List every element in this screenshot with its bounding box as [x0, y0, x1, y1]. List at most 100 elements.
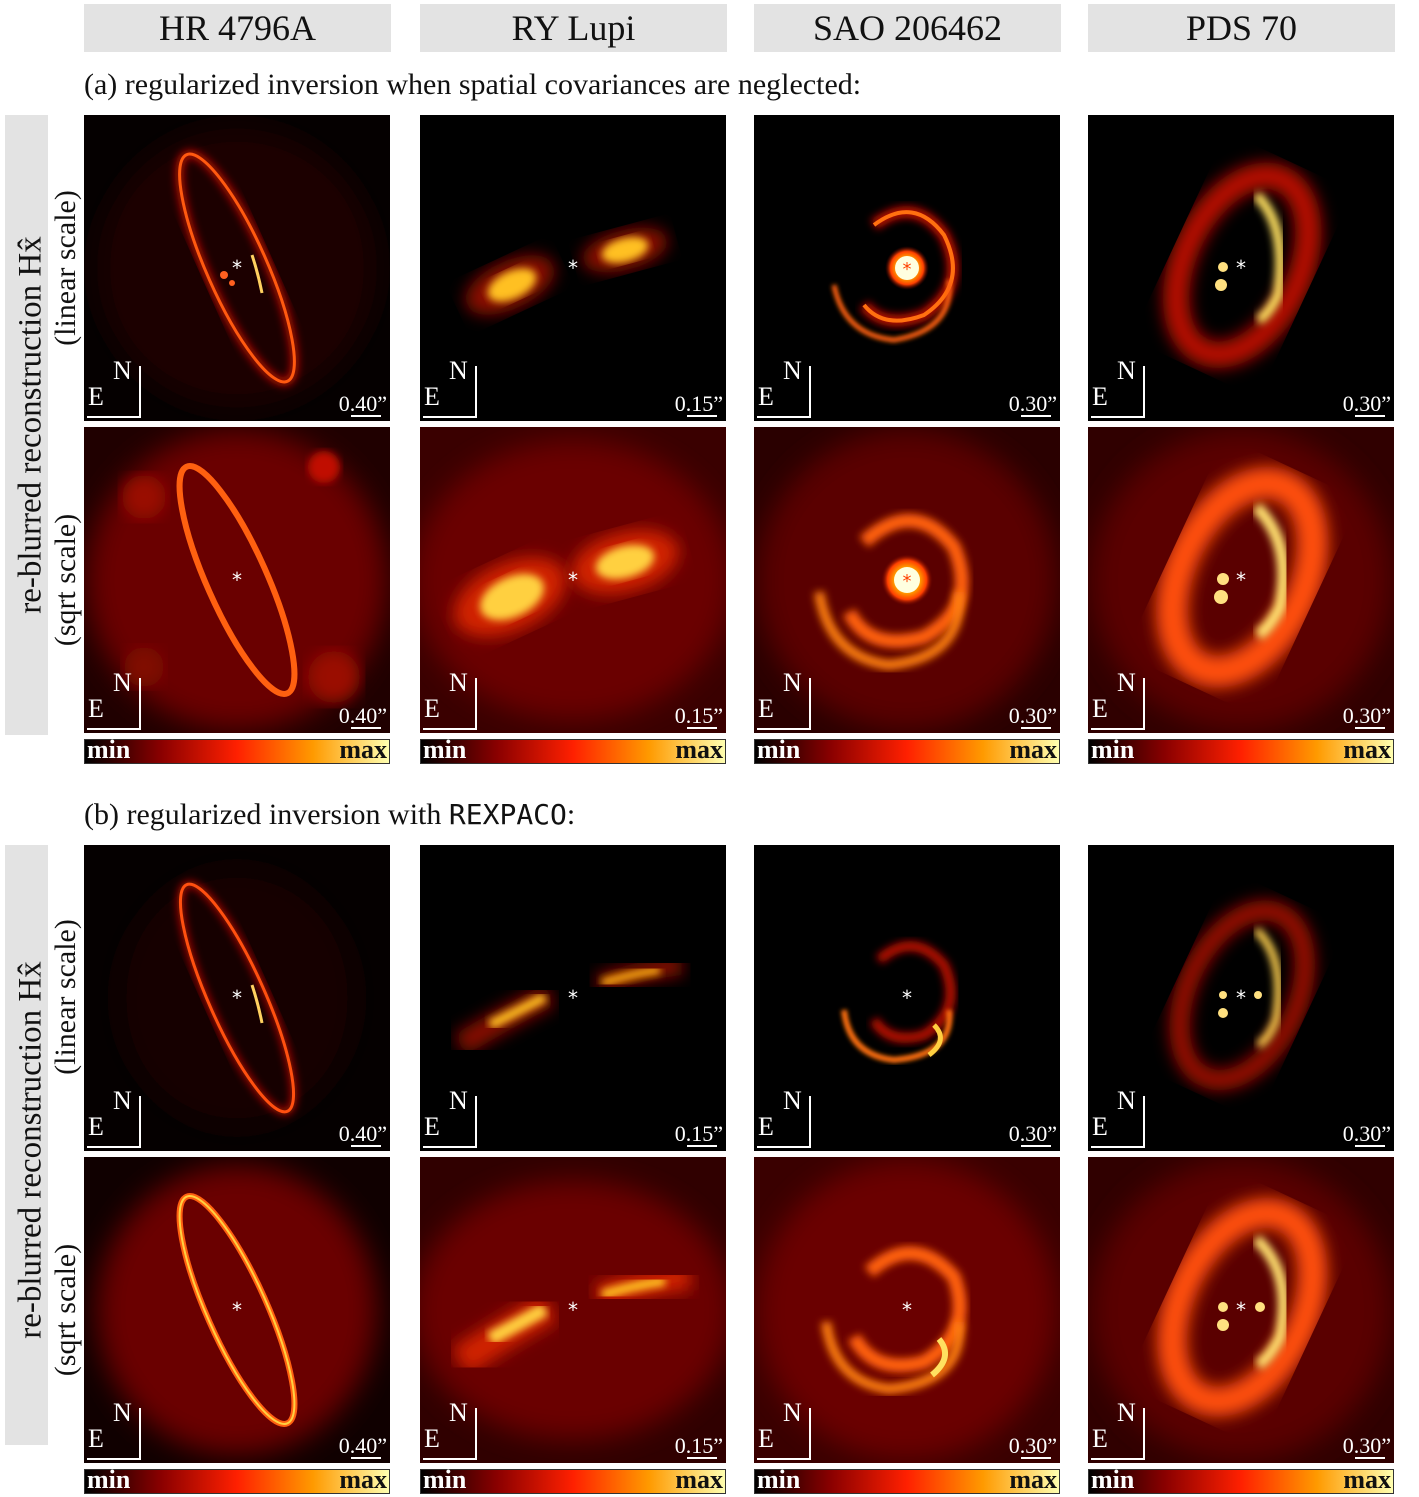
star-marker-icon: *: [902, 986, 912, 1010]
column-header-sao206462: SAO 206462: [754, 4, 1061, 52]
row-label-linear-a: (linear scale): [49, 190, 82, 346]
star-marker-icon: *: [1236, 1298, 1246, 1322]
colorbar-b-rylupi: min max: [420, 1465, 726, 1494]
star-marker-icon: *: [232, 986, 242, 1010]
scale-bar: 0.30”: [1342, 1121, 1391, 1147]
svg-text:*: *: [232, 986, 242, 1010]
scale-bar: 0.30”: [1008, 1433, 1057, 1459]
disk-image: [754, 115, 1060, 421]
row-band-a: [5, 115, 48, 735]
section-b-prefix: (b) regularized inversion with: [84, 798, 449, 831]
disk-image: [754, 1157, 1060, 1463]
scale-bar: 0.30”: [1008, 1121, 1057, 1147]
star-marker-icon: *: [903, 259, 912, 280]
star-marker-icon: *: [232, 568, 242, 592]
disk-image: [754, 427, 1060, 733]
svg-text:*: *: [568, 256, 578, 280]
disk-image: [420, 115, 726, 421]
star-marker-icon: *: [232, 256, 242, 280]
star-marker-icon: *: [1236, 568, 1246, 592]
row-band-b: [5, 845, 48, 1445]
disk-image: [754, 845, 1060, 1151]
scale-bar: 0.30”: [1342, 703, 1391, 729]
disk-image: [1088, 845, 1394, 1151]
svg-text:*: *: [902, 1298, 912, 1322]
svg-text:*: *: [1236, 986, 1246, 1010]
row-label-sqrt-b: (sqrt scale): [49, 1243, 82, 1377]
colorbar-b-pds70: min max: [1088, 1465, 1394, 1494]
section-a-caption: (a) regularized inversion when spatial c…: [84, 68, 862, 101]
disk-image: [84, 845, 390, 1151]
disk-image: [420, 427, 726, 733]
disk-image: [84, 115, 390, 421]
scale-bar: 0.30”: [1008, 703, 1057, 729]
scale-bar: 0.30”: [1342, 391, 1391, 417]
scale-bar: 0.40”: [338, 1121, 387, 1147]
disk-image: [1088, 427, 1394, 733]
colorbar-a-pds70: min max: [1088, 735, 1394, 764]
colorbar-a-hr4796a: min max: [84, 735, 390, 764]
scale-bar: 0.40”: [338, 1433, 387, 1459]
column-header-pds70: PDS 70: [1088, 4, 1395, 52]
star-marker-icon: *: [568, 986, 578, 1010]
disk-image: [420, 1157, 726, 1463]
star-marker-icon: *: [1236, 986, 1246, 1010]
disk-image: [84, 427, 390, 733]
svg-text:*: *: [1236, 1298, 1246, 1322]
colorbar-a-rylupi: min max: [420, 735, 726, 764]
row-label-sqrt-a: (sqrt scale): [49, 513, 82, 647]
row-label-main-a: re-blurred reconstruction Hx̂: [12, 236, 49, 614]
svg-text:*: *: [903, 259, 912, 280]
svg-text:*: *: [232, 256, 242, 280]
column-header-hr4796a: HR 4796A: [84, 4, 391, 52]
svg-text:*: *: [232, 568, 242, 592]
svg-text:*: *: [1236, 256, 1246, 280]
star-marker-icon: *: [568, 256, 578, 280]
scale-bar: 0.15”: [674, 391, 723, 417]
svg-text:*: *: [568, 1298, 578, 1322]
star-marker-icon: *: [568, 568, 578, 592]
scale-bar: 0.30”: [1342, 1433, 1391, 1459]
scale-bar: 0.40”: [338, 703, 387, 729]
svg-text:*: *: [1236, 568, 1246, 592]
section-b-suffix: :: [566, 798, 576, 831]
star-marker-icon: *: [232, 1298, 242, 1322]
star-marker-icon: *: [1236, 256, 1246, 280]
scale-bar: 0.30”: [1008, 391, 1057, 417]
colorbar-b-sao206462: min max: [754, 1465, 1060, 1494]
row-label-main-b: re-blurred reconstruction Hx̂: [12, 961, 49, 1339]
svg-text:*: *: [232, 1298, 242, 1322]
disk-image: [1088, 115, 1394, 421]
row-label-linear-b: (linear scale): [49, 919, 82, 1075]
scale-bar: 0.15”: [674, 703, 723, 729]
disk-image: [84, 1157, 390, 1463]
scale-bar: 0.15”: [674, 1121, 723, 1147]
